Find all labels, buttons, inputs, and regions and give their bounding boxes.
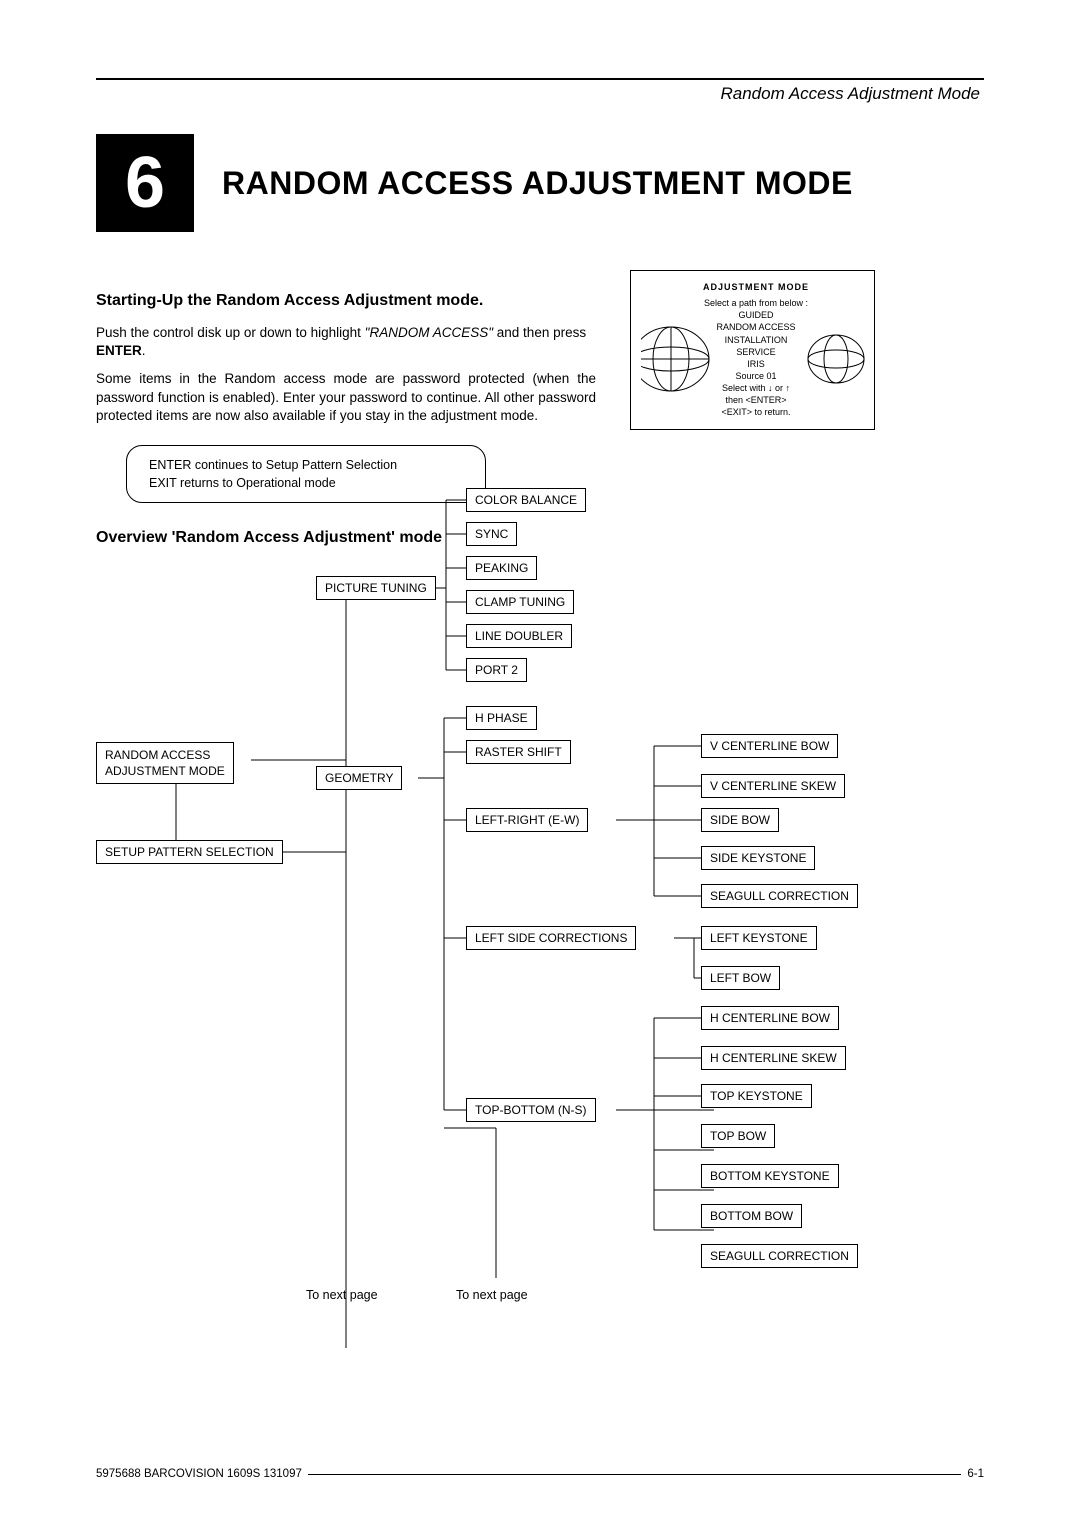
page-footer: 5975688 BARCOVISION 1609S 131097 6-1 bbox=[96, 1468, 984, 1480]
osd-source: Source 01 bbox=[677, 370, 835, 382]
osd-opt4: SERVICE bbox=[677, 346, 835, 358]
osd-opt1: GUIDED bbox=[677, 309, 835, 321]
node-vc-skew: V CENTERLINE SKEW bbox=[701, 774, 845, 798]
node-seagull-2: SEAGULL CORRECTION bbox=[701, 1244, 858, 1268]
node-side-keystone: SIDE KEYSTONE bbox=[701, 846, 815, 870]
paragraph-1: Push the control disk up or down to high… bbox=[96, 324, 596, 360]
node-raster-shift: RASTER SHIFT bbox=[466, 740, 571, 764]
osd-select-line: Select with ↓ or ↑ bbox=[677, 382, 835, 394]
p1-text-c: and then press bbox=[493, 325, 586, 340]
node-clamp-tuning: CLAMP TUNING bbox=[466, 590, 574, 614]
osd-line1: Select a path from below : bbox=[677, 297, 835, 309]
node-geometry: GEOMETRY bbox=[316, 766, 402, 790]
osd-title: ADJUSTMENT MODE bbox=[677, 281, 835, 293]
osd-opt3: INSTALLATION bbox=[677, 334, 835, 346]
p1-text-a: Push the control disk up or down to high… bbox=[96, 325, 365, 340]
node-left-bow: LEFT BOW bbox=[701, 966, 780, 990]
hint-enter-text: continues to Setup Pattern Selection bbox=[191, 458, 397, 472]
top-rule bbox=[96, 78, 984, 80]
node-root-l2: ADJUSTMENT MODE bbox=[105, 764, 225, 778]
chapter-header: 6 RANDOM ACCESS ADJUSTMENT MODE bbox=[96, 134, 984, 232]
p1-text-b: "RANDOM ACCESS" bbox=[365, 325, 493, 340]
running-header: Random Access Adjustment Mode bbox=[96, 84, 984, 104]
osd-opt2: RANDOM ACCESS bbox=[677, 321, 835, 333]
node-color-balance: COLOR BALANCE bbox=[466, 488, 586, 512]
node-port2: PORT 2 bbox=[466, 658, 527, 682]
flow-diagram: RANDOM ACCESS ADJUSTMENT MODE SETUP PATT… bbox=[96, 488, 984, 1388]
node-line-doubler: LINE DOUBLER bbox=[466, 624, 572, 648]
node-h-phase: H PHASE bbox=[466, 706, 537, 730]
osd-sel-b: or bbox=[773, 383, 786, 393]
chapter-title: RANDOM ACCESS ADJUSTMENT MODE bbox=[222, 165, 853, 202]
node-left-side-corr: LEFT SIDE CORRECTIONS bbox=[466, 926, 636, 950]
node-random-access: RANDOM ACCESS ADJUSTMENT MODE bbox=[96, 742, 234, 784]
label-to-next-1: To next page bbox=[306, 1288, 378, 1302]
p1-text-d: ENTER bbox=[96, 343, 142, 358]
node-hc-skew: H CENTERLINE SKEW bbox=[701, 1046, 846, 1070]
node-root-l1: RANDOM ACCESS bbox=[105, 748, 210, 762]
node-bottom-keystone: BOTTOM KEYSTONE bbox=[701, 1164, 839, 1188]
osd-opt5: IRIS bbox=[677, 358, 835, 370]
osd-panel: ADJUSTMENT MODE Select a path from below… bbox=[630, 270, 875, 430]
node-top-bow: TOP BOW bbox=[701, 1124, 775, 1148]
node-left-keystone: LEFT KEYSTONE bbox=[701, 926, 817, 950]
osd-enter: then <ENTER> bbox=[677, 394, 835, 406]
node-hc-bow: H CENTERLINE BOW bbox=[701, 1006, 839, 1030]
label-to-next-2: To next page bbox=[456, 1288, 528, 1302]
node-top-bottom: TOP-BOTTOM (N-S) bbox=[466, 1098, 596, 1122]
arrow-up-icon: ↑ bbox=[786, 383, 791, 393]
node-setup-pattern: SETUP PATTERN SELECTION bbox=[96, 840, 283, 864]
p1-text-e: . bbox=[142, 343, 146, 358]
node-vc-bow: V CENTERLINE BOW bbox=[701, 734, 838, 758]
node-side-bow: SIDE BOW bbox=[701, 808, 779, 832]
chapter-number-box: 6 bbox=[96, 134, 194, 232]
node-picture-tuning: PICTURE TUNING bbox=[316, 576, 436, 600]
osd-exit: <EXIT> to return. bbox=[677, 406, 835, 418]
node-sync: SYNC bbox=[466, 522, 517, 546]
footer-right: 6-1 bbox=[967, 1468, 984, 1480]
node-top-keystone: TOP KEYSTONE bbox=[701, 1084, 812, 1108]
footer-left: 5975688 BARCOVISION 1609S 131097 bbox=[96, 1468, 302, 1480]
node-peaking: PEAKING bbox=[466, 556, 537, 580]
footer-rule bbox=[308, 1474, 962, 1475]
paragraph-2: Some items in the Random access mode are… bbox=[96, 370, 596, 425]
osd-sel-a: Select with bbox=[722, 383, 768, 393]
node-seagull-1: SEAGULL CORRECTION bbox=[701, 884, 858, 908]
node-bottom-bow: BOTTOM BOW bbox=[701, 1204, 802, 1228]
node-left-right: LEFT-RIGHT (E-W) bbox=[466, 808, 588, 832]
hint-enter: ENTER bbox=[149, 458, 191, 472]
osd-text: ADJUSTMENT MODE Select a path from below… bbox=[677, 281, 835, 419]
